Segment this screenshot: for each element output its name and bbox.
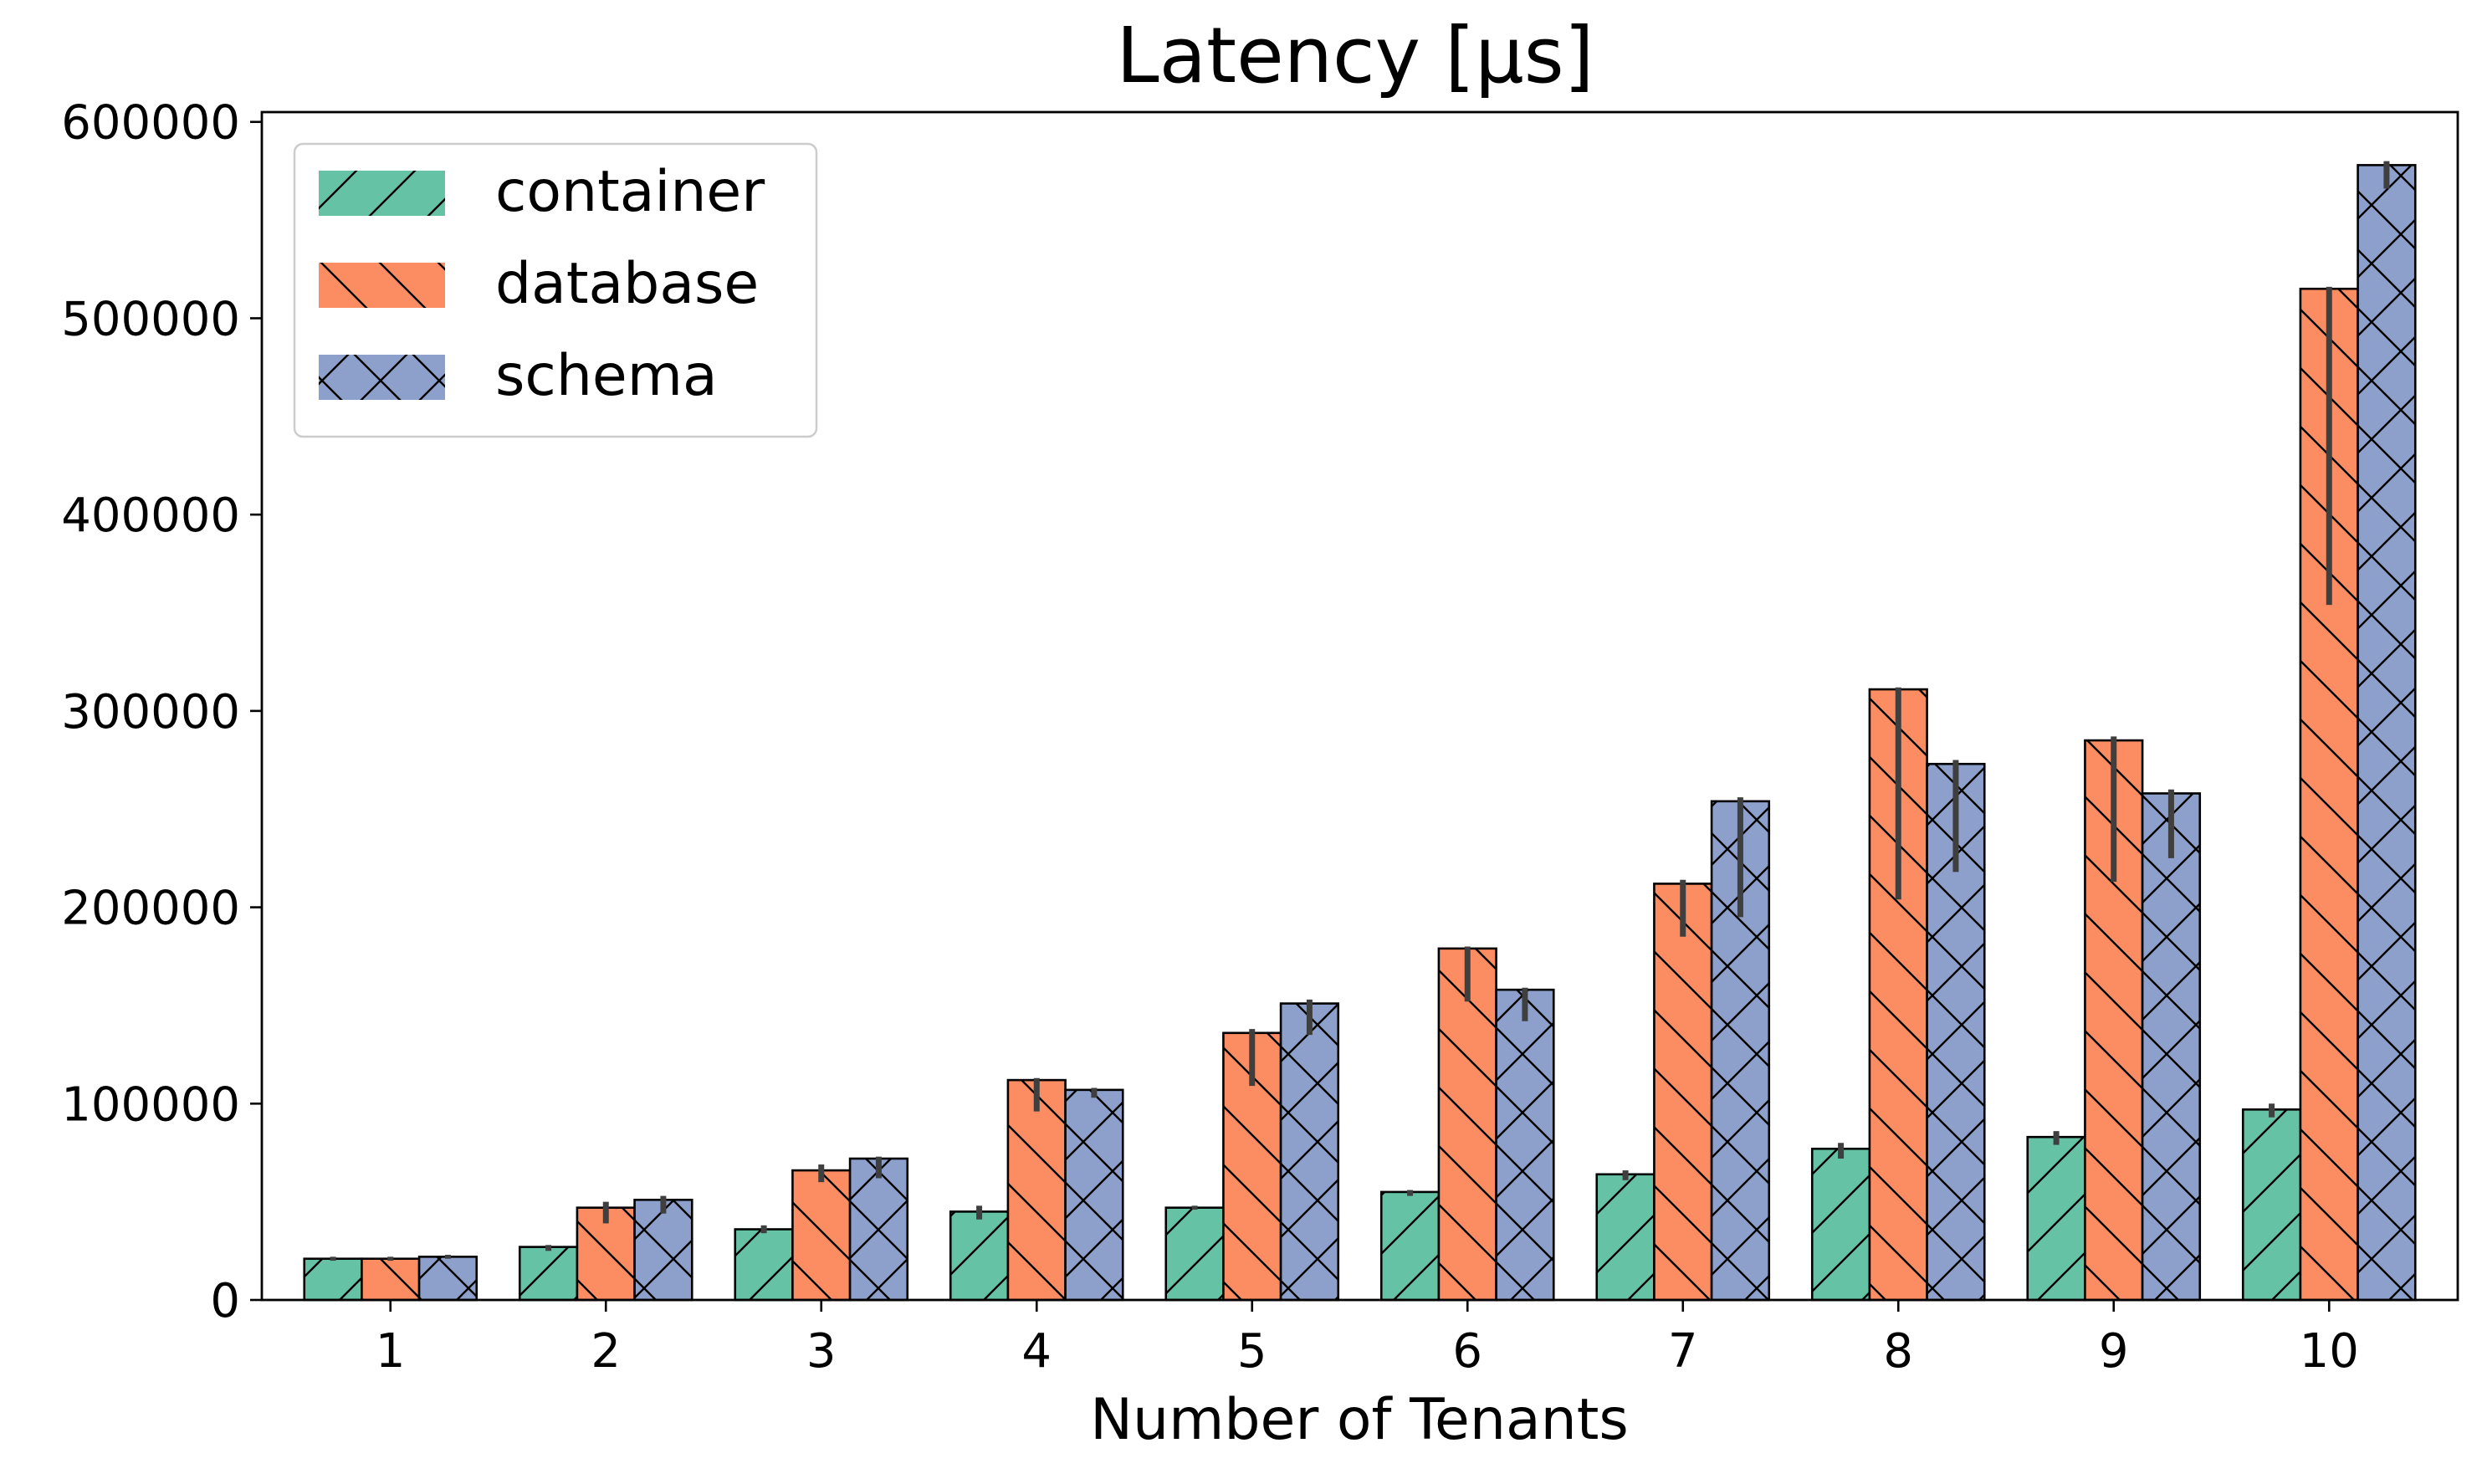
bar-hatch-container-7	[1595, 1173, 1656, 1302]
x-tick-label: 2	[591, 1324, 621, 1379]
bar-hatch-schema-2	[633, 1198, 693, 1302]
bar-hatch-database-4	[1006, 1078, 1067, 1302]
legend-swatch-hatch-database	[319, 263, 445, 308]
plot-frame	[260, 110, 2459, 1302]
bar-hatch-schema-4	[1064, 1088, 1124, 1302]
bar-hatch-database-3	[791, 1169, 852, 1302]
legend-label-schema: schema	[495, 343, 718, 409]
x-tick-label: 10	[2300, 1324, 2359, 1379]
y-tick-label: 300000	[61, 685, 240, 739]
x-axis: 1 2 3 4 5 6 7 8 9 10	[376, 1300, 2359, 1379]
y-axis: 0 100000 200000 300000 400000 500000 600000	[61, 96, 262, 1328]
legend-item-database: database	[319, 251, 759, 317]
legend-item-container: container	[319, 159, 765, 225]
bar-hatch-container-9	[2026, 1135, 2086, 1302]
bar-hatch-container-5	[1164, 1206, 1225, 1302]
bar-hatch-schema-1	[417, 1256, 478, 1302]
bars-layer	[303, 164, 2417, 1302]
y-tick-label: 0	[210, 1274, 240, 1328]
x-tick-label: 7	[1668, 1324, 1698, 1379]
bar-hatch-container-6	[1379, 1190, 1441, 1302]
legend-swatch-hatch-container	[319, 171, 445, 216]
x-axis-label: Number of Tenants	[1090, 1387, 1629, 1453]
y-tick-label: 200000	[61, 882, 240, 936]
x-tick-label: 9	[2099, 1324, 2129, 1379]
bar-hatch-container-10	[2241, 1108, 2302, 1302]
legend-items: container database schema	[319, 159, 765, 409]
bar-hatch-container-2	[518, 1246, 579, 1302]
y-tick-label: 100000	[61, 1077, 240, 1132]
bar-hatch-database-1	[361, 1257, 421, 1302]
x-tick-label: 5	[1237, 1324, 1267, 1379]
bar-hatch-container-3	[734, 1228, 794, 1302]
x-tick-label: 8	[1883, 1324, 1913, 1379]
legend-swatch-hatch-schema	[319, 355, 445, 400]
bar-hatch-schema-6	[1495, 988, 1555, 1302]
x-tick-label: 4	[1021, 1324, 1052, 1379]
bar-hatch-container-8	[1810, 1147, 1871, 1302]
bar-hatch-schema-10	[2357, 164, 2417, 1302]
bar-hatch-schema-5	[1279, 1002, 1340, 1302]
bar-hatch-container-1	[303, 1257, 363, 1302]
legend: container database schema	[293, 142, 818, 438]
chart-title: Latency [μs]	[1116, 11, 1594, 100]
y-tick-label: 500000	[61, 292, 240, 346]
bar-hatch-database-7	[1653, 883, 1713, 1302]
legend-label-database: database	[495, 251, 759, 317]
x-tick-label: 3	[806, 1324, 837, 1379]
x-tick-label: 6	[1452, 1324, 1482, 1379]
bar-hatch-container-4	[949, 1210, 1010, 1302]
y-tick-label: 400000	[61, 489, 240, 543]
legend-item-schema: schema	[319, 343, 718, 409]
error-bars-layer	[330, 161, 2390, 1261]
bar-hatch-database-6	[1437, 947, 1497, 1302]
legend-label-container: container	[495, 159, 765, 225]
x-tick-label: 1	[376, 1324, 406, 1379]
y-tick-label: 600000	[61, 96, 240, 151]
bar-hatch-schema-3	[848, 1157, 909, 1302]
bar-hatch-schema-9	[2141, 792, 2202, 1302]
